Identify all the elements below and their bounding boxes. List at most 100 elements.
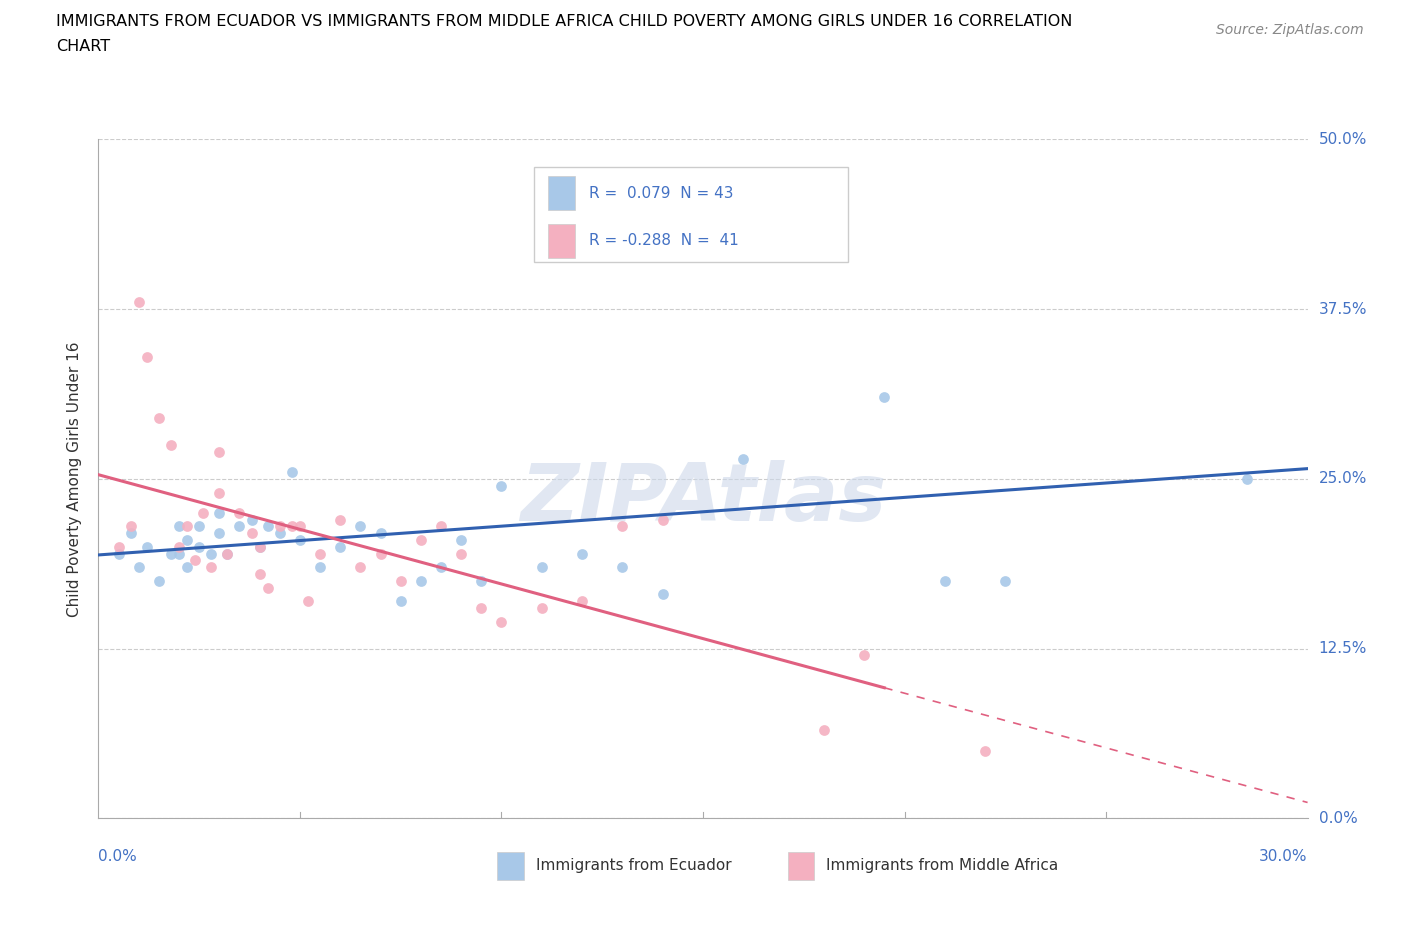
- Bar: [548, 224, 575, 258]
- Point: [974, 743, 997, 758]
- Point: [167, 539, 190, 554]
- Point: [184, 553, 207, 568]
- Point: [389, 573, 412, 589]
- Point: [148, 410, 170, 425]
- Text: 25.0%: 25.0%: [1319, 472, 1367, 486]
- Point: [217, 546, 239, 561]
- Point: [571, 546, 593, 561]
- Point: [193, 506, 215, 521]
- Point: [208, 445, 231, 459]
- Point: [281, 519, 304, 534]
- Point: [135, 350, 157, 365]
- Point: [240, 525, 263, 540]
- Point: [612, 560, 634, 575]
- Point: [329, 539, 352, 554]
- Point: [228, 506, 250, 521]
- Text: R =  0.079  N = 43: R = 0.079 N = 43: [589, 186, 734, 201]
- Point: [853, 648, 876, 663]
- Point: [309, 560, 332, 575]
- Point: [329, 512, 352, 527]
- Point: [167, 519, 190, 534]
- Text: IMMIGRANTS FROM ECUADOR VS IMMIGRANTS FROM MIDDLE AFRICA CHILD POVERTY AMONG GIR: IMMIGRANTS FROM ECUADOR VS IMMIGRANTS FR…: [56, 14, 1073, 29]
- Point: [409, 573, 432, 589]
- Point: [160, 437, 183, 452]
- Point: [128, 560, 150, 575]
- Point: [288, 519, 311, 534]
- Point: [200, 560, 222, 575]
- Point: [188, 519, 211, 534]
- Text: 37.5%: 37.5%: [1319, 301, 1367, 317]
- Text: Immigrants from Middle Africa: Immigrants from Middle Africa: [827, 858, 1059, 873]
- Text: ZIPAtlas: ZIPAtlas: [520, 460, 886, 538]
- Text: CHART: CHART: [56, 39, 110, 54]
- Bar: [787, 852, 814, 880]
- Point: [120, 519, 142, 534]
- Point: [530, 560, 553, 575]
- Point: [873, 390, 896, 405]
- Point: [430, 560, 453, 575]
- Point: [470, 601, 492, 616]
- Point: [349, 519, 371, 534]
- Point: [530, 601, 553, 616]
- Point: [228, 519, 250, 534]
- Point: [309, 546, 332, 561]
- Y-axis label: Child Poverty Among Girls Under 16: Child Poverty Among Girls Under 16: [67, 341, 83, 617]
- Point: [249, 566, 271, 581]
- Point: [128, 295, 150, 310]
- Point: [450, 533, 472, 548]
- Bar: [498, 852, 524, 880]
- Point: [281, 465, 304, 480]
- Point: [349, 560, 371, 575]
- Point: [208, 506, 231, 521]
- Point: [571, 593, 593, 608]
- Point: [160, 546, 183, 561]
- Point: [1236, 472, 1258, 486]
- Point: [612, 519, 634, 534]
- Point: [450, 546, 472, 561]
- Text: R = -0.288  N =  41: R = -0.288 N = 41: [589, 233, 740, 248]
- Point: [256, 580, 278, 595]
- Point: [813, 723, 835, 737]
- Point: [430, 519, 453, 534]
- Point: [994, 573, 1017, 589]
- Point: [188, 539, 211, 554]
- Point: [370, 525, 392, 540]
- Point: [297, 593, 319, 608]
- Point: [470, 573, 492, 589]
- Point: [269, 519, 291, 534]
- Text: 50.0%: 50.0%: [1319, 132, 1367, 147]
- Point: [288, 533, 311, 548]
- Point: [176, 519, 198, 534]
- Bar: [548, 177, 575, 210]
- Point: [651, 512, 673, 527]
- Point: [120, 525, 142, 540]
- Point: [249, 539, 271, 554]
- Point: [256, 519, 278, 534]
- Point: [107, 546, 129, 561]
- Text: 0.0%: 0.0%: [98, 849, 138, 864]
- Point: [167, 546, 190, 561]
- Point: [249, 539, 271, 554]
- Text: Immigrants from Ecuador: Immigrants from Ecuador: [536, 858, 731, 873]
- Point: [176, 560, 198, 575]
- Point: [269, 525, 291, 540]
- Point: [176, 533, 198, 548]
- Point: [370, 546, 392, 561]
- Point: [651, 587, 673, 602]
- Point: [107, 539, 129, 554]
- Point: [135, 539, 157, 554]
- Point: [733, 451, 755, 466]
- FancyBboxPatch shape: [534, 166, 848, 261]
- Text: 12.5%: 12.5%: [1319, 641, 1367, 657]
- Text: 30.0%: 30.0%: [1260, 849, 1308, 864]
- Point: [389, 593, 412, 608]
- Point: [491, 478, 513, 493]
- Point: [793, 227, 815, 242]
- Point: [217, 546, 239, 561]
- Text: Source: ZipAtlas.com: Source: ZipAtlas.com: [1216, 23, 1364, 37]
- Point: [409, 533, 432, 548]
- Point: [491, 614, 513, 629]
- Text: 0.0%: 0.0%: [1319, 811, 1357, 826]
- Point: [208, 525, 231, 540]
- Point: [240, 512, 263, 527]
